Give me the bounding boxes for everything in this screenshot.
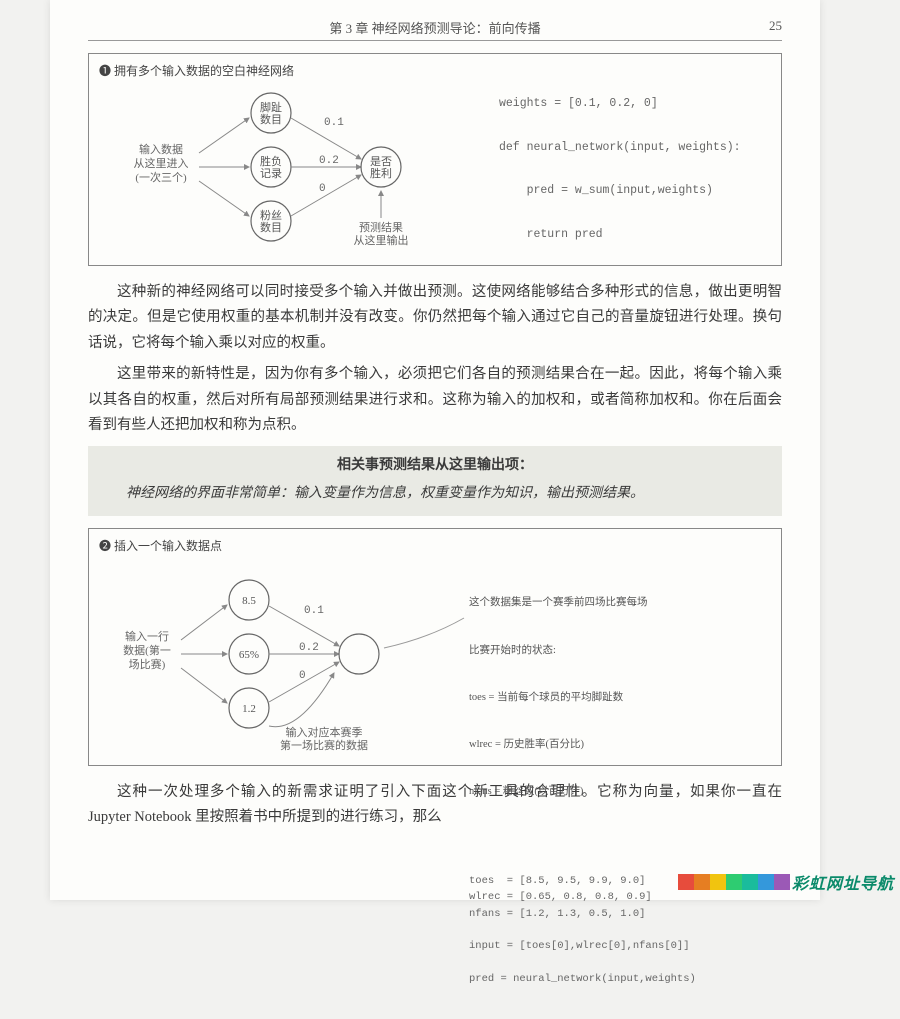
wm-color-square <box>694 874 710 890</box>
page-number: 25 <box>769 18 782 34</box>
node3-l1: 粉丝 <box>260 209 282 222</box>
code-block-1: weights = [0.1, 0.2, 0] def neural_netwo… <box>499 93 741 246</box>
b2-note-l1: 输入对应本赛季 <box>286 725 363 739</box>
wm-color-square <box>758 874 774 890</box>
out-l2: 胜利 <box>370 166 392 180</box>
b2-n2: 65% <box>239 649 259 661</box>
b2-input-l3: 场比赛) <box>129 657 166 671</box>
b2-n1: 8.5 <box>242 595 256 607</box>
watermark-squares <box>678 874 790 890</box>
node3-l2: 数目 <box>260 221 282 234</box>
b2-w2: 0.2 <box>299 642 319 654</box>
diagram-1: 输入数据 从这里进入 (一次三个) 脚趾 数目 胜负 记录 粉丝 数目 0. <box>99 83 771 253</box>
pred-l2: 从这里输出 <box>354 233 409 247</box>
pred-l1: 预测结果 <box>359 221 403 234</box>
diagram-2: 输入一行 数据(第一 场比赛) 8.5 65% 1.2 0.1 0.2 0 <box>99 558 771 753</box>
w3: 0 <box>319 183 326 195</box>
input-label-l3: (一次三个) <box>135 170 187 184</box>
highlight-box: 相关事预测结果从这里输出项： 神经网络的界面非常简单：输入变量作为信息，权重变量… <box>88 446 782 516</box>
wm-color-square <box>710 874 726 890</box>
w2: 0.2 <box>319 155 339 167</box>
diagram-box-1: ❶ 拥有多个输入数据的空白神经网络 输入数据 从这里进入 (一次三个) 脚趾 <box>88 53 782 266</box>
highlight-body: 神经网络的界面非常简单：输入变量作为信息，权重变量作为知识，输出预测结果。 <box>98 482 772 506</box>
paragraph-1: 这种新的神经网络可以同时接受多个输入并做出预测。这使网络能够结合多种形式的信息，… <box>88 280 782 356</box>
b2-n3: 1.2 <box>242 703 256 715</box>
watermark-text: 彩虹网址导航 <box>792 870 894 894</box>
b2-w3: 0 <box>299 670 306 682</box>
node1-l2: 数目 <box>260 113 282 126</box>
network-svg-2: 输入一行 数据(第一 场比赛) 8.5 65% 1.2 0.1 0.2 0 <box>99 558 479 753</box>
input-label-l2: 从这里进入 <box>134 156 189 170</box>
b2-note-l2: 第一场比赛的数据 <box>280 738 368 752</box>
chapter-title: 第 3 章 神经网络预测导论：前向传播 <box>329 18 540 37</box>
input-label-l1: 输入数据 <box>139 142 183 156</box>
w1: 0.1 <box>324 117 344 129</box>
node2-l1: 胜负 <box>260 154 282 168</box>
box1-title: ❶ 拥有多个输入数据的空白神经网络 <box>99 62 771 79</box>
node2-l2: 记录 <box>260 167 282 180</box>
b2-input-l2: 数据(第一 <box>123 643 171 657</box>
paragraph-2: 这里带来的新特性是，因为你有多个输入，必须把它们各自的预测结果合在一起。因此，将… <box>88 362 782 438</box>
wm-color-square <box>742 874 758 890</box>
b2-input-l1: 输入一行 <box>125 629 169 643</box>
node1-l1: 脚趾 <box>260 100 282 114</box>
desc-l5: nfans = 粉丝数(以百万计) <box>469 785 696 800</box>
desc-l2: 比赛开始时的状态: <box>469 644 696 659</box>
page-header: 第 3 章 神经网络预测导论：前向传播 25 <box>88 18 782 41</box>
wm-color-square <box>726 874 742 890</box>
code-block-2: 这个数据集是一个赛季前四场比赛每场 比赛开始时的状态: toes = 当前每个球… <box>469 564 696 1019</box>
page: 第 3 章 神经网络预测导论：前向传播 25 ❶ 拥有多个输入数据的空白神经网络… <box>50 0 820 900</box>
highlight-title: 相关事预测结果从这里输出项： <box>98 454 772 478</box>
desc-l4: wlrec = 历史胜率(百分比) <box>469 738 696 753</box>
desc-l1: 这个数据集是一个赛季前四场比赛每场 <box>469 596 696 611</box>
b2-w1: 0.1 <box>304 605 324 617</box>
wm-color-square <box>774 874 790 890</box>
desc-l3: toes = 当前每个球员的平均脚趾数 <box>469 691 696 706</box>
out-l1: 是否 <box>370 155 392 168</box>
wm-color-square <box>678 874 694 890</box>
watermark: 彩虹网址导航 <box>678 870 894 894</box>
code2: toes = [8.5, 9.5, 9.9, 9.0] wlrec = [0.6… <box>469 873 696 987</box>
diagram-box-2: ❷ 插入一个输入数据点 输入一行 数据(第一 场比赛) 8.5 <box>88 528 782 766</box>
network-svg-1: 输入数据 从这里进入 (一次三个) 脚趾 数目 胜负 记录 粉丝 数目 0. <box>99 83 499 253</box>
box2-title: ❷ 插入一个输入数据点 <box>99 537 771 554</box>
